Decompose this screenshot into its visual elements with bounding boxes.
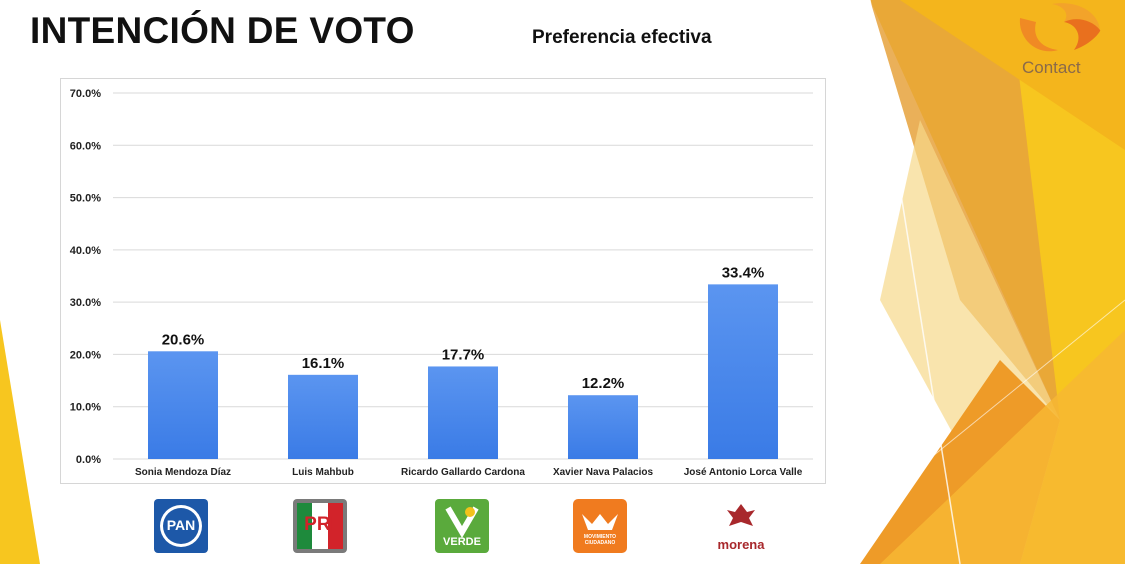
data-label: 17.7%: [442, 346, 485, 363]
x-tick-label: José Antonio Lorca Valle: [684, 467, 803, 478]
pri-logo-icon: [293, 499, 347, 553]
party-label-mc: MOVIMIENTO CIUDADANO: [583, 534, 617, 546]
x-tick-label: Ricardo Gallardo Cardona: [401, 467, 525, 478]
chart-frame: 0.0% 10.0% 20.0% 30.0% 40.0% 50.0% 60.0% 70.0% 2…: [60, 78, 826, 484]
party-logo-verde: VERDE: [432, 498, 492, 554]
party-logo-morena: morena: [708, 498, 774, 554]
bar: [708, 284, 778, 459]
movimiento-ciudadano-logo-icon: [573, 499, 627, 553]
x-tick-label: Sonia Mendoza Díaz: [135, 467, 231, 478]
y-tick-label: 20.0%: [70, 349, 101, 361]
bar-chart: 0.0% 10.0% 20.0% 30.0% 40.0% 50.0% 60.0% 70.0% 2…: [70, 88, 813, 478]
page-title: INTENCIÓN DE VOTO: [30, 10, 415, 51]
data-label: 12.2%: [582, 375, 625, 392]
y-tick-label: 60.0%: [70, 140, 101, 152]
verde-logo-icon: [435, 499, 489, 553]
page-subtitle: Preferencia efectiva: [532, 27, 712, 48]
party-label-pri: PRI: [304, 514, 336, 535]
data-label: 33.4%: [722, 264, 765, 281]
party-logo-mc: MOVIMIENTO CIUDADANO: [570, 498, 630, 554]
data-label: 16.1%: [302, 355, 345, 372]
party-label-pan: PAN: [166, 517, 196, 533]
y-tick-label: 30.0%: [70, 297, 101, 309]
y-tick-label: 40.0%: [70, 245, 101, 257]
party-logo-pan: PAN: [150, 498, 212, 554]
y-tick-label: 50.0%: [70, 193, 101, 205]
bar: [428, 366, 498, 459]
party-logo-pri: PRI: [290, 498, 350, 554]
brand-name: Contact: [1022, 58, 1081, 77]
x-tick-label: Luis Mahbub: [292, 467, 354, 478]
y-tick-label: 0.0%: [76, 454, 101, 466]
y-tick-label: 70.0%: [70, 88, 101, 100]
pan-logo-icon: [154, 499, 208, 553]
party-label-morena: morena: [717, 537, 765, 552]
party-label-verde: VERDE: [443, 536, 481, 548]
morena-logo-icon: [727, 504, 755, 526]
bar: [148, 351, 218, 459]
data-label: 20.6%: [162, 331, 205, 348]
bar: [568, 395, 638, 459]
y-tick-label: 10.0%: [70, 402, 101, 414]
x-tick-label: Xavier Nava Palacios: [553, 467, 654, 478]
brand-logo: Contact: [1012, 0, 1107, 84]
contact-logo-icon: [1019, 3, 1101, 52]
bar: [288, 374, 358, 459]
